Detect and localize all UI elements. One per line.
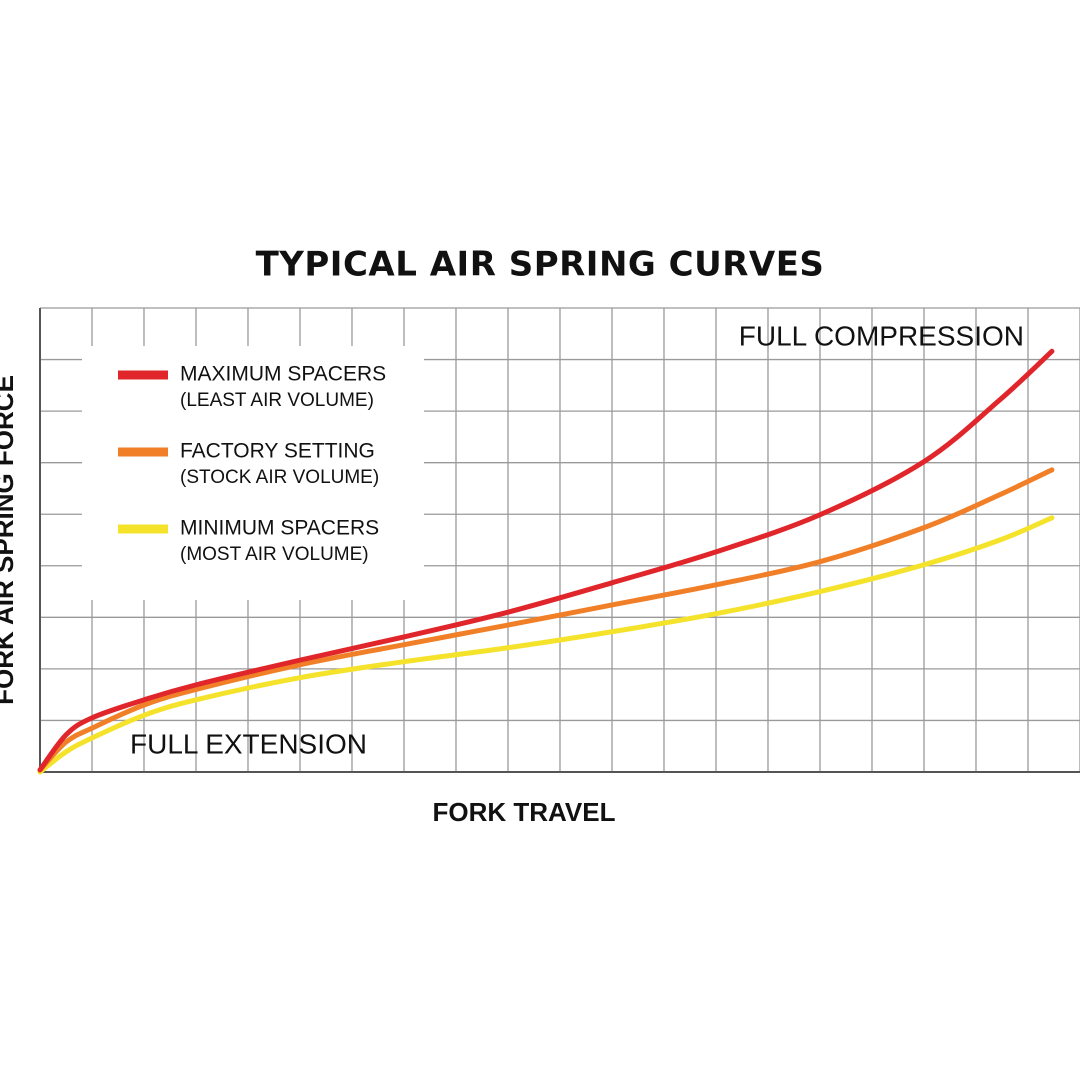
- series-line: [37, 467, 1055, 773]
- annotation: FULL EXTENSION: [130, 728, 367, 759]
- x-axis-label: FORK TRAVEL: [433, 797, 616, 827]
- legend-label: MAXIMUM SPACERS: [180, 363, 386, 386]
- legend-sublabel: (STOCK AIR VOLUME): [180, 467, 379, 488]
- series-line: [37, 515, 1055, 775]
- y-axis-label: FORK AIR SPRING FORCE: [0, 375, 19, 705]
- annotation: FULL COMPRESSION: [739, 320, 1024, 351]
- series-line: [37, 348, 1055, 773]
- legend-sublabel: (LEAST AIR VOLUME): [180, 390, 374, 411]
- legend-label: FACTORY SETTING: [180, 440, 375, 463]
- legend-box: [82, 346, 424, 600]
- legend-sublabel: (MOST AIR VOLUME): [180, 544, 369, 565]
- legend-label: MINIMUM SPACERS: [180, 517, 379, 540]
- chart-title: TYPICAL AIR SPRING CURVES: [256, 245, 825, 285]
